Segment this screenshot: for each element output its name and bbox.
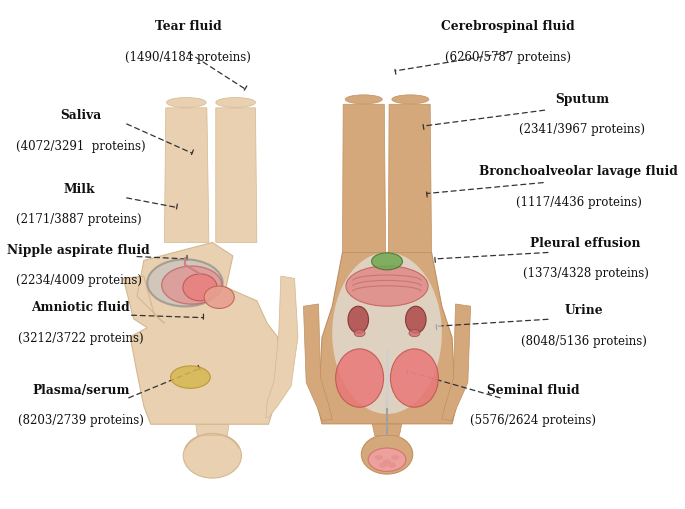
Text: (3212/3722 proteins): (3212/3722 proteins) [18,331,144,344]
Circle shape [204,287,234,309]
Text: (1117/4436 proteins): (1117/4436 proteins) [516,196,642,209]
Ellipse shape [147,260,223,307]
Ellipse shape [383,459,391,465]
Polygon shape [216,108,257,243]
Text: (2171/3887 proteins): (2171/3887 proteins) [16,213,142,226]
Ellipse shape [391,455,399,460]
Ellipse shape [171,366,210,388]
Polygon shape [342,105,386,253]
Polygon shape [319,253,456,424]
Text: (2234/4009 proteins): (2234/4009 proteins) [16,274,142,287]
Polygon shape [303,304,332,421]
Text: Plasma/serum: Plasma/serum [32,383,129,396]
Text: Urine: Urine [564,304,603,317]
Ellipse shape [354,330,365,337]
Text: (6260/5787 proteins): (6260/5787 proteins) [445,51,571,64]
Ellipse shape [345,96,382,105]
Text: (1490/4184 proteins): (1490/4184 proteins) [125,51,251,64]
Text: Sputum: Sputum [555,93,610,105]
Ellipse shape [162,267,222,304]
Text: (2341/3967 proteins): (2341/3967 proteins) [519,123,645,136]
Polygon shape [196,425,229,436]
Ellipse shape [332,253,442,414]
Text: Amniotic fluid: Amniotic fluid [32,301,130,314]
Ellipse shape [390,349,438,407]
Ellipse shape [379,463,387,468]
Text: Saliva: Saliva [60,109,101,122]
Ellipse shape [369,448,406,471]
Text: Tear fluid: Tear fluid [155,20,222,33]
Ellipse shape [409,330,420,337]
Text: Nipple aspirate fluid: Nipple aspirate fluid [8,243,150,256]
Polygon shape [266,276,298,418]
Text: (8048/5136 proteins): (8048/5136 proteins) [521,334,647,347]
Ellipse shape [183,274,217,301]
Text: (1373/4328 proteins): (1373/4328 proteins) [523,267,649,280]
Polygon shape [372,424,402,436]
Ellipse shape [166,98,206,108]
Text: (8203/2739 proteins): (8203/2739 proteins) [18,414,144,427]
Text: Bronchoalveolar lavage fluid: Bronchoalveolar lavage fluid [479,165,678,178]
Text: Milk: Milk [63,183,95,195]
Polygon shape [164,108,209,243]
Ellipse shape [375,455,383,460]
Ellipse shape [183,433,241,478]
Text: Cerebrospinal fluid: Cerebrospinal fluid [441,20,575,33]
Ellipse shape [362,435,412,474]
Ellipse shape [392,96,429,105]
Text: (5576/2624 proteins): (5576/2624 proteins) [470,414,596,427]
Polygon shape [442,304,471,421]
Ellipse shape [371,253,402,270]
Ellipse shape [336,349,384,407]
Text: Pleural effusion: Pleural effusion [530,237,641,249]
Ellipse shape [346,266,428,306]
Polygon shape [388,105,432,253]
Polygon shape [123,243,281,425]
Ellipse shape [388,463,396,468]
Ellipse shape [406,306,426,333]
Text: (4072/3291  proteins): (4072/3291 proteins) [16,140,146,153]
Ellipse shape [216,98,256,108]
Ellipse shape [348,306,369,333]
Text: Seminal fluid: Seminal fluid [486,383,580,396]
